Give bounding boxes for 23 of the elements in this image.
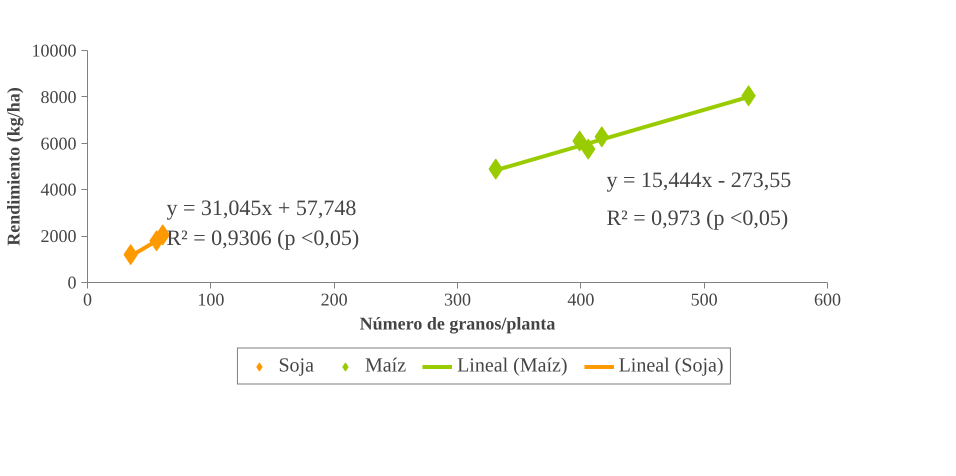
x-tick-label: 100: [197, 290, 224, 310]
y-tick-label: 4000: [40, 180, 76, 200]
x-tick-label: 400: [567, 290, 594, 310]
y-axis-title: Rendimiento (kg/ha): [4, 87, 24, 246]
annotation: y = 15,444x - 273,55: [606, 167, 792, 192]
x-tick-label: 200: [320, 290, 348, 310]
y-tick-label: 6000: [40, 133, 76, 154]
y-tick-label: 0: [68, 272, 76, 292]
legend-label: Soja: [278, 354, 314, 378]
annotation: R² = 0,973 (p <0,05): [606, 205, 788, 230]
legend-label: Maíz: [365, 354, 406, 378]
legend-label: Lineal (Maíz): [457, 354, 568, 378]
legend-label: Lineal (Soja): [618, 354, 724, 378]
x-tick-label: 500: [690, 290, 718, 310]
x-tick-label: 0: [83, 290, 92, 310]
y-tick-label: 10000: [32, 40, 76, 60]
x-axis-title: Número de granos/planta: [360, 314, 556, 334]
x-tick-label: 300: [444, 290, 471, 310]
x-tick-label: 600: [814, 290, 841, 310]
annotation: R² = 0,9306 (p <0,05): [166, 225, 360, 250]
annotation: y = 31,045x + 57,748: [166, 195, 356, 220]
y-tick-label: 2000: [40, 226, 76, 246]
y-tick-label: 8000: [40, 86, 76, 107]
